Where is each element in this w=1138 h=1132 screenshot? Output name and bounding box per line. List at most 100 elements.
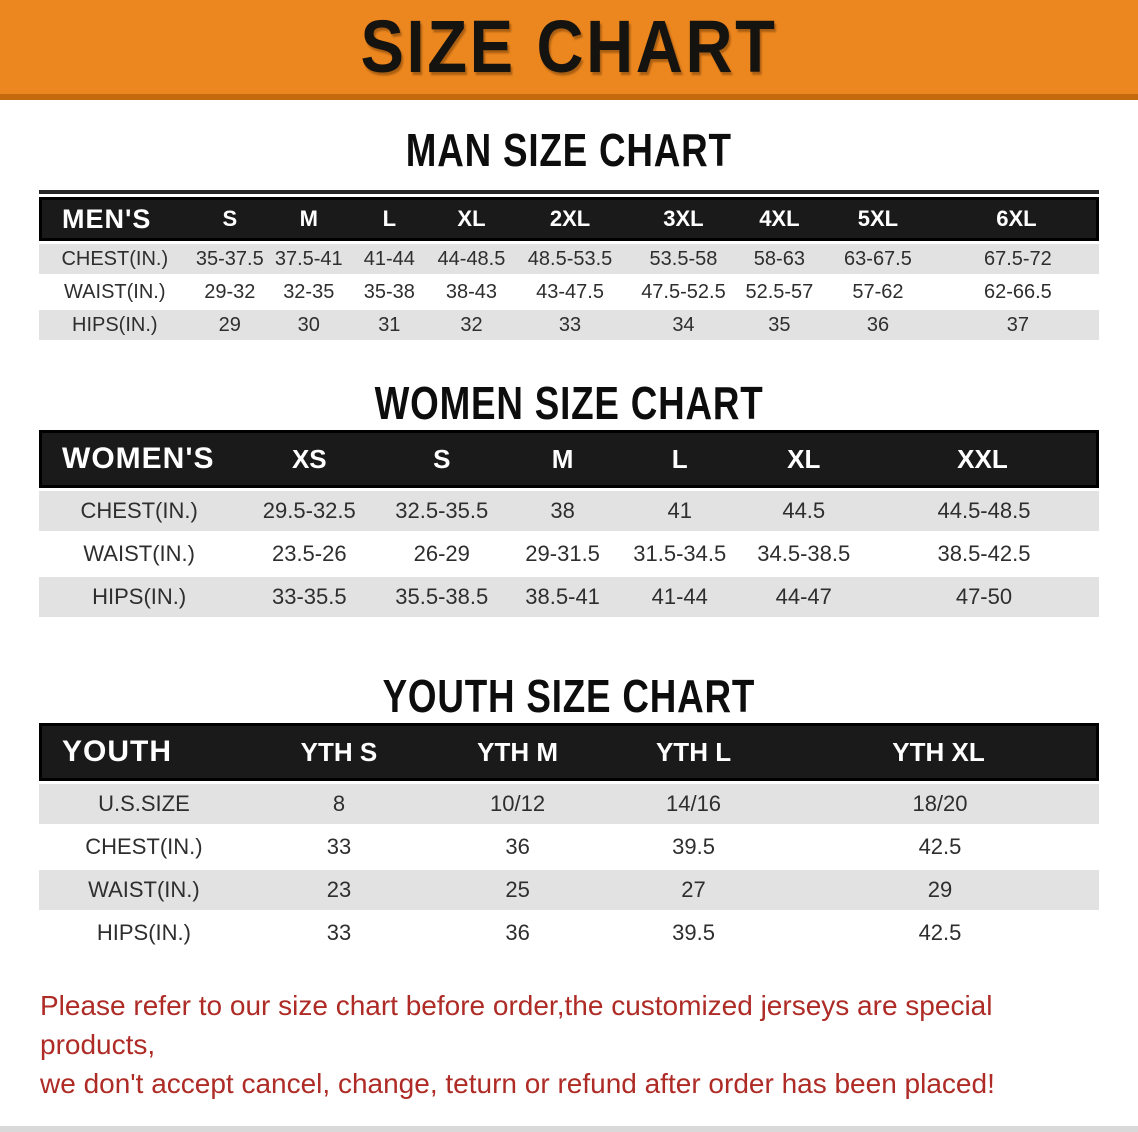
size-value-cell: 31: [348, 310, 431, 340]
women-table-title: WOMEN'S: [39, 430, 240, 488]
row-label: WAIST(IN.): [39, 870, 249, 910]
men-size-header: S: [190, 197, 270, 241]
page-title: SIZE CHART: [360, 5, 778, 88]
size-value-cell: 58-63: [739, 244, 820, 274]
size-value-cell: 37: [936, 310, 1099, 340]
size-value-cell: 35.5-38.5: [379, 577, 505, 617]
size-value-cell: 18/20: [780, 784, 1099, 824]
size-value-cell: 36: [429, 913, 607, 953]
women-table-row: CHEST(IN.) 29.5-32.5 32.5-35.5 38 41 44.5 44.5…: [39, 491, 1099, 531]
men-size-header: L: [348, 197, 431, 241]
women-table-row: HIPS(IN.) 33-35.5 35.5-38.5 38.5-41 41-44 44-…: [39, 577, 1099, 617]
row-label: WAIST(IN.): [39, 534, 240, 574]
size-value-cell: 53.5-58: [627, 244, 740, 274]
women-size-header: XL: [738, 430, 869, 488]
size-value-cell: 33: [248, 827, 430, 867]
men-size-header: M: [269, 197, 349, 241]
men-table-row: HIPS(IN.) 29 30 31 32 33 34 35 36 37: [39, 310, 1099, 340]
size-value-cell: 35-37.5: [190, 244, 270, 274]
men-section-heading: MAN SIZE CHART: [405, 124, 733, 176]
row-label: WAIST(IN.): [39, 277, 191, 307]
women-size-header: XS: [239, 430, 380, 488]
youth-size-header: YTH XL: [780, 723, 1099, 781]
size-value-cell: 42.5: [780, 827, 1099, 867]
women-size-header: XXL: [868, 430, 1099, 488]
men-size-header: 5XL: [819, 197, 937, 241]
size-value-cell: 29.5-32.5: [239, 491, 380, 531]
size-value-cell: 38: [504, 491, 621, 531]
size-value-cell: 29-31.5: [504, 534, 621, 574]
size-value-cell: 30: [269, 310, 349, 340]
row-label: CHEST(IN.): [39, 244, 191, 274]
youth-table-title: YOUTH: [39, 723, 249, 781]
size-value-cell: 43-47.5: [512, 277, 628, 307]
size-value-cell: 44-48.5: [430, 244, 513, 274]
men-size-header: 4XL: [739, 197, 820, 241]
size-value-cell: 33: [512, 310, 628, 340]
row-label: HIPS(IN.): [39, 310, 191, 340]
size-value-cell: 41-44: [620, 577, 739, 617]
size-value-cell: 41: [620, 491, 739, 531]
men-size-header: 3XL: [627, 197, 740, 241]
size-value-cell: 29: [190, 310, 270, 340]
size-value-cell: 44-47: [738, 577, 869, 617]
women-section-heading: WOMEN SIZE CHART: [374, 377, 764, 429]
women-table-row: WAIST(IN.) 23.5-26 26-29 29-31.5 31.5-34.5 34…: [39, 534, 1099, 574]
size-value-cell: 27: [606, 870, 781, 910]
size-value-cell: 39.5: [606, 827, 781, 867]
men-size-header: XL: [430, 197, 513, 241]
size-value-cell: 26-29: [379, 534, 505, 574]
size-value-cell: 25: [429, 870, 607, 910]
women-size-table: WOMEN'S XS S M L XL XXL CHEST(IN.) 29.5-32.5 32.5…: [39, 427, 1099, 620]
size-value-cell: 35: [739, 310, 820, 340]
men-size-header: 2XL: [512, 197, 628, 241]
men-size-header: 6XL: [936, 197, 1099, 241]
youth-size-header: YTH L: [606, 723, 781, 781]
size-value-cell: 34: [627, 310, 740, 340]
size-value-cell: 34.5-38.5: [738, 534, 869, 574]
size-value-cell: 38-43: [430, 277, 513, 307]
size-value-cell: 62-66.5: [936, 277, 1099, 307]
row-label: CHEST(IN.): [39, 827, 249, 867]
size-value-cell: 14/16: [606, 784, 781, 824]
size-value-cell: 48.5-53.5: [512, 244, 628, 274]
youth-size-header: YTH S: [248, 723, 430, 781]
disclaimer-line-1: Please refer to our size chart before or…: [40, 990, 993, 1060]
row-label: HIPS(IN.): [39, 913, 249, 953]
size-value-cell: 33-35.5: [239, 577, 380, 617]
size-value-cell: 33: [248, 913, 430, 953]
youth-table-row: CHEST(IN.) 33 36 39.5 42.5: [39, 827, 1099, 867]
size-value-cell: 47-50: [868, 577, 1099, 617]
size-value-cell: 36: [429, 827, 607, 867]
row-label: CHEST(IN.): [39, 491, 240, 531]
youth-table-row: HIPS(IN.) 33 36 39.5 42.5: [39, 913, 1099, 953]
size-value-cell: 38.5-41: [504, 577, 621, 617]
size-value-cell: 67.5-72: [936, 244, 1099, 274]
size-value-cell: 36: [819, 310, 937, 340]
size-value-cell: 8: [248, 784, 430, 824]
size-value-cell: 29: [780, 870, 1099, 910]
size-value-cell: 29-32: [190, 277, 270, 307]
youth-table-row: U.S.SIZE 8 10/12 14/16 18/20: [39, 784, 1099, 824]
men-table-title: MEN'S: [39, 197, 191, 241]
size-value-cell: 23: [248, 870, 430, 910]
row-label: HIPS(IN.): [39, 577, 240, 617]
women-size-header: M: [504, 430, 621, 488]
youth-section-heading: YOUTH SIZE CHART: [382, 670, 756, 722]
size-value-cell: 39.5: [606, 913, 781, 953]
banner: SIZE CHART: [0, 0, 1138, 100]
size-value-cell: 44.5: [738, 491, 869, 531]
youth-size-table: YOUTH YTH S YTH M YTH L YTH XL U.S.SIZE 8 10/12…: [39, 720, 1099, 956]
disclaimer-text: Please refer to our size chart before or…: [40, 986, 1100, 1103]
women-header-row: WOMEN'S XS S M L XL XXL: [39, 430, 1099, 488]
youth-size-header: YTH M: [429, 723, 607, 781]
size-value-cell: 32.5-35.5: [379, 491, 505, 531]
row-label: U.S.SIZE: [39, 784, 249, 824]
men-header-row: MEN'S S M L XL 2XL 3XL 4XL 5XL 6XL: [39, 197, 1099, 241]
women-size-header: L: [620, 430, 739, 488]
size-value-cell: 37.5-41: [269, 244, 349, 274]
men-table-row: WAIST(IN.) 29-32 32-35 35-38 38-43 43-47.5 47.…: [39, 277, 1099, 307]
men-table-row: CHEST(IN.) 35-37.5 37.5-41 41-44 44-48.5 48.5…: [39, 244, 1099, 274]
youth-header-row: YOUTH YTH S YTH M YTH L YTH XL: [39, 723, 1099, 781]
